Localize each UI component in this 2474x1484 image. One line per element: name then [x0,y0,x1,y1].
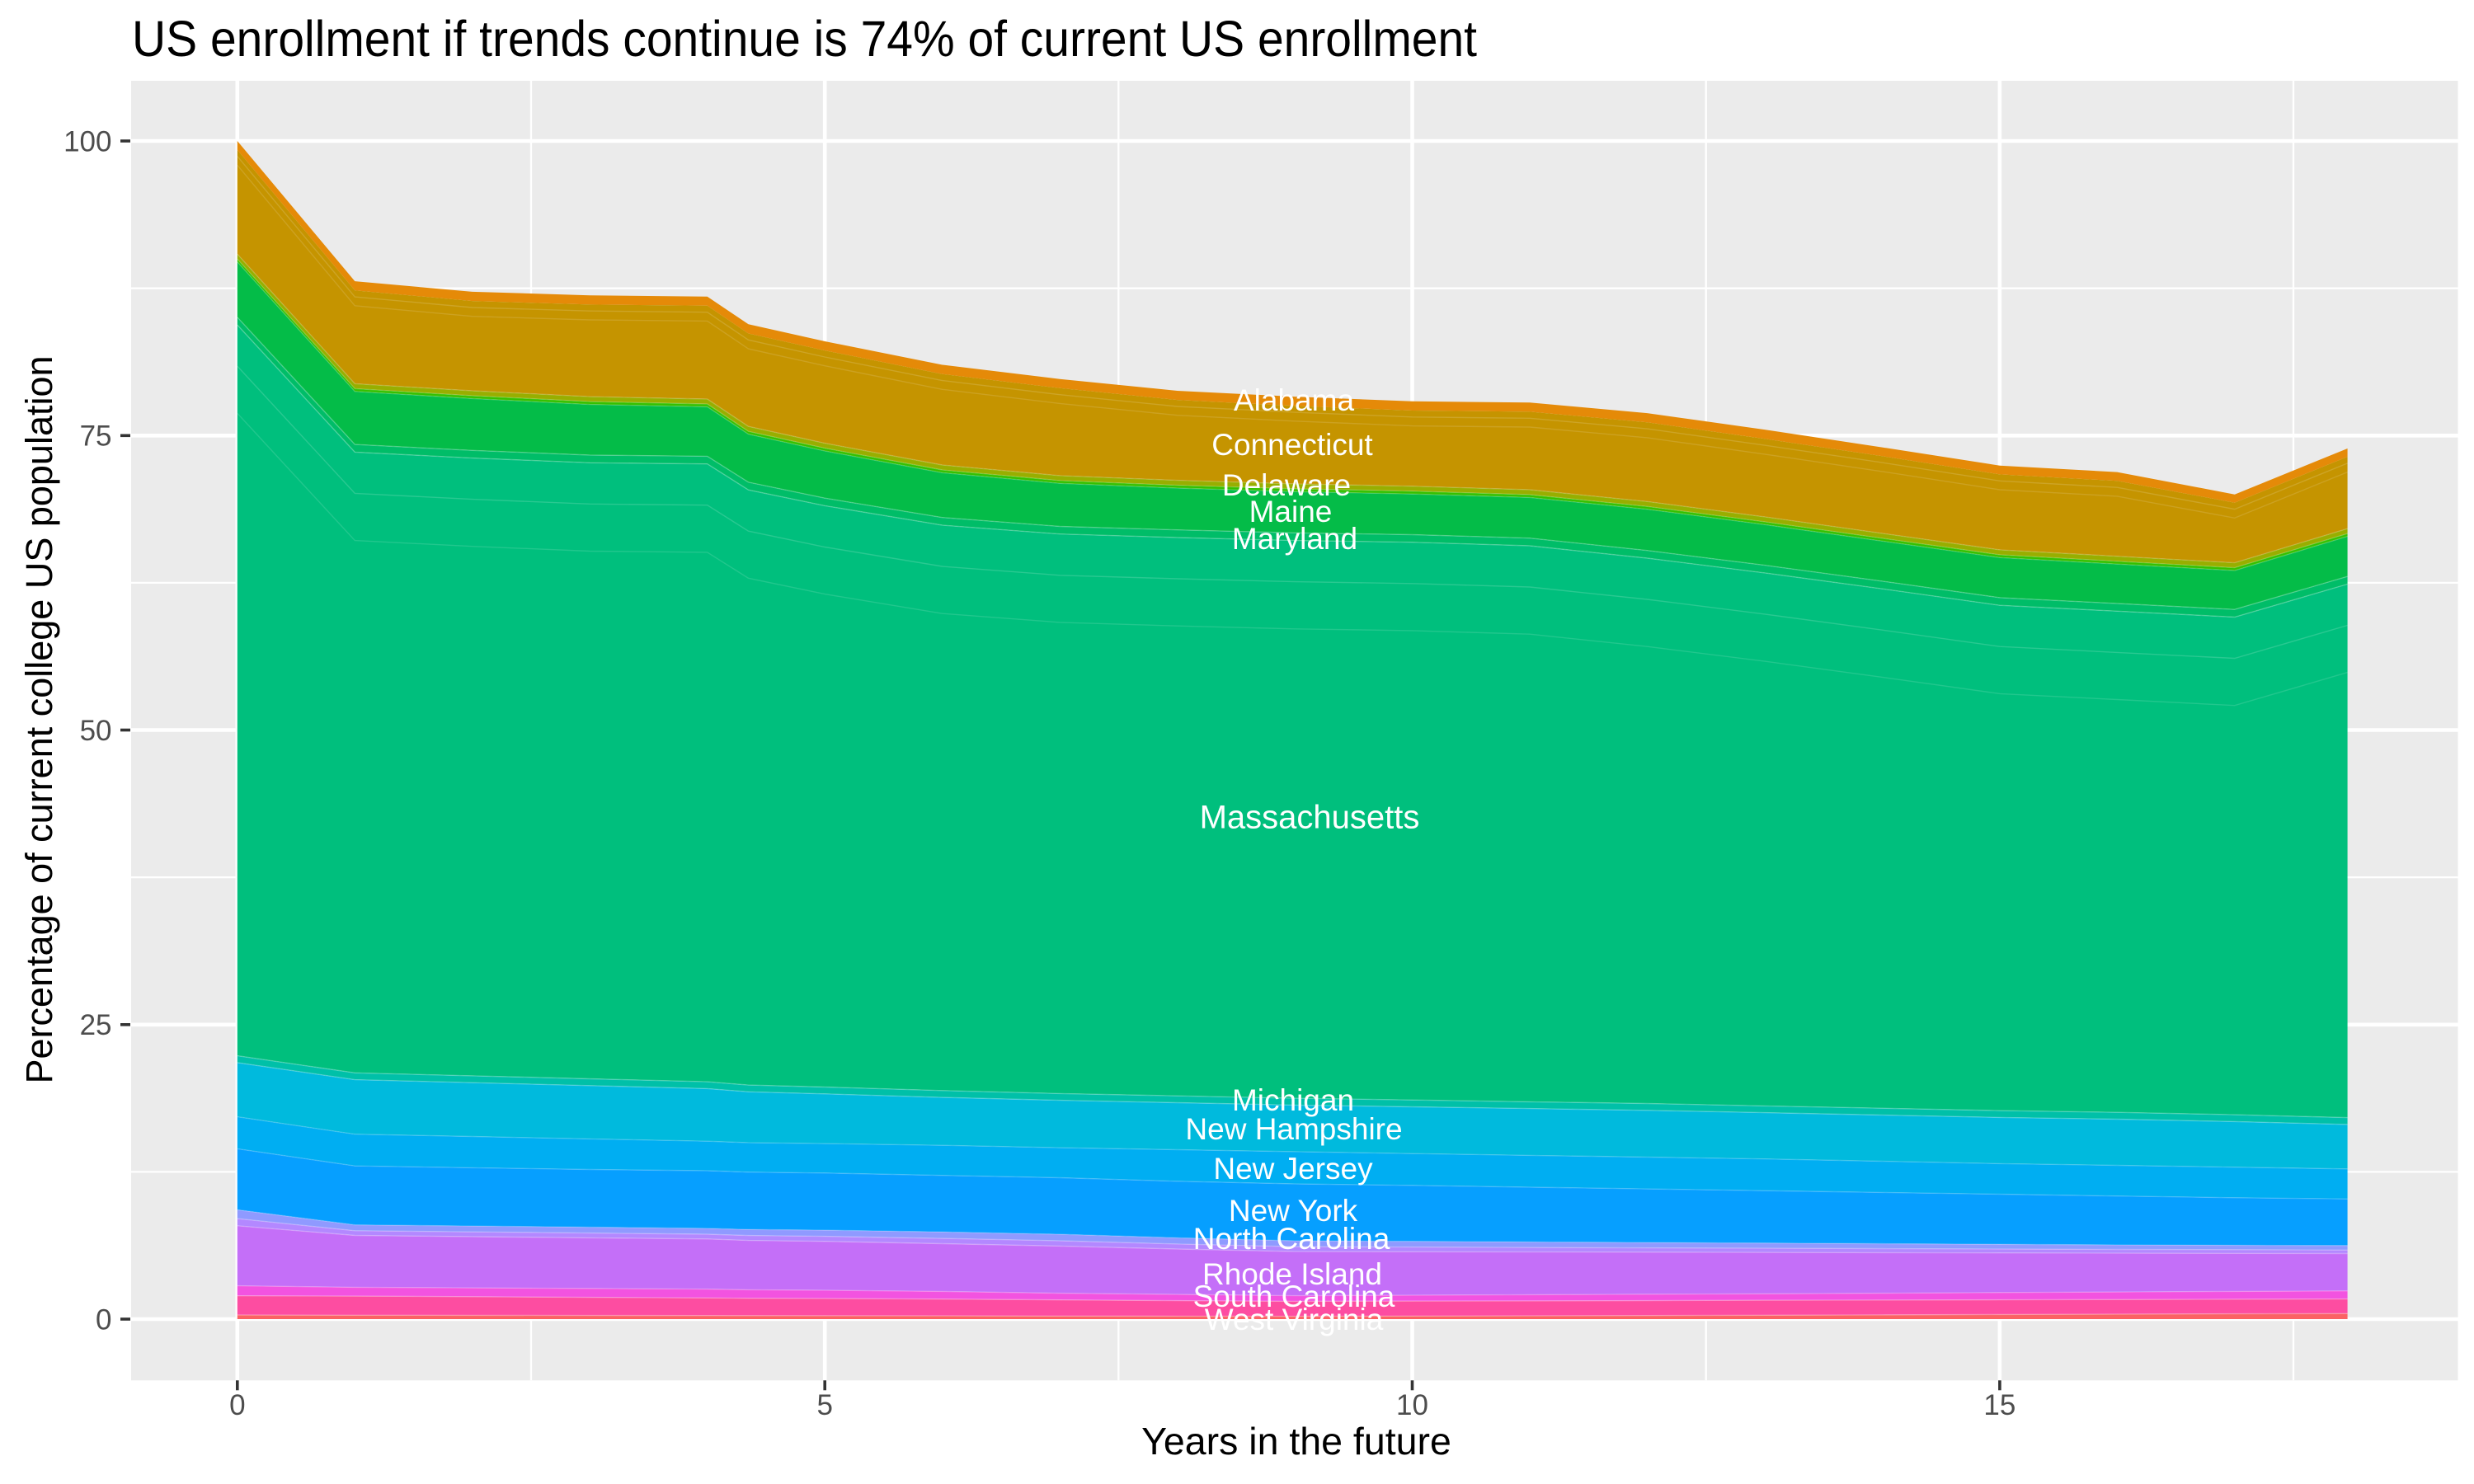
svg-text:25: 25 [80,1009,112,1041]
svg-text:Rhode Island: Rhode Island [1202,1257,1382,1291]
svg-text:Maryland: Maryland [1232,522,1357,556]
svg-text:Connecticut: Connecticut [1211,428,1373,462]
svg-text:50: 50 [80,715,112,747]
svg-text:Maine: Maine [1249,495,1333,528]
svg-text:Alabama: Alabama [1234,383,1354,417]
svg-text:West Virginia: West Virginia [1205,1303,1384,1336]
svg-text:Years in the future: Years in the future [1141,1420,1451,1463]
svg-text:15: 15 [1983,1389,2015,1421]
svg-text:Michigan: Michigan [1232,1083,1354,1117]
svg-text:0: 0 [96,1303,111,1336]
svg-text:10: 10 [1396,1389,1428,1421]
svg-text:US enrollment if trends contin: US enrollment if trends continue is 74% … [132,11,1477,67]
svg-text:0: 0 [229,1389,245,1421]
svg-text:New Jersey: New Jersey [1213,1152,1373,1186]
svg-text:New Hampshire: New Hampshire [1185,1112,1402,1146]
svg-text:Massachusetts: Massachusetts [1200,799,1420,835]
svg-text:South Carolina: South Carolina [1193,1280,1395,1313]
svg-text:New York: New York [1229,1194,1358,1228]
svg-text:5: 5 [816,1389,832,1421]
svg-text:Percentage of current college: Percentage of current college US populat… [18,355,60,1083]
svg-text:100: 100 [63,125,111,157]
svg-text:Delaware: Delaware [1222,468,1351,502]
svg-text:75: 75 [80,420,112,453]
svg-text:North Carolina: North Carolina [1193,1222,1390,1256]
